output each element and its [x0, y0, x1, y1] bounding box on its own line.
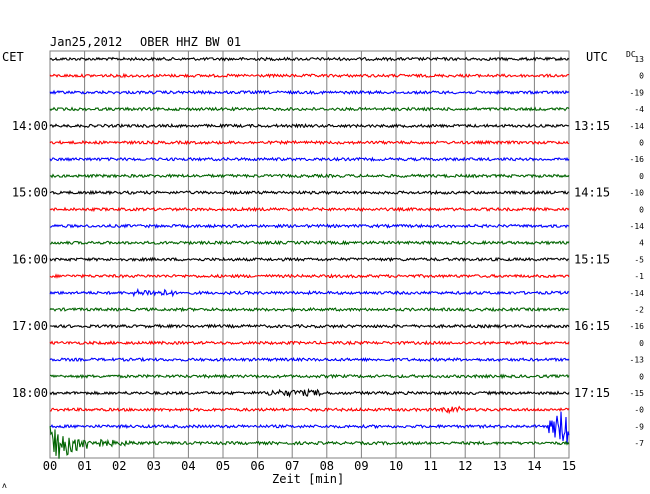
trace-line	[49, 189, 570, 196]
dc-value: 4	[639, 239, 644, 248]
right-time-label: 15:15	[574, 252, 610, 266]
trace-line	[49, 287, 570, 298]
trace-line	[49, 139, 570, 146]
dc-value: 0	[639, 339, 644, 348]
left-time-label: 15:00	[12, 186, 48, 200]
trace-line	[49, 411, 570, 445]
trace-line	[49, 387, 570, 399]
dc-value: -1	[634, 272, 644, 281]
x-tick-label: 13	[493, 459, 507, 473]
plot-frame	[49, 50, 570, 459]
dc-value: -10	[630, 189, 645, 198]
x-tick-label: 15	[562, 459, 576, 473]
right-time-label: 17:15	[574, 386, 610, 400]
left-time-label: 14:00	[12, 119, 48, 133]
trace-line	[49, 173, 570, 179]
dc-value: -15	[630, 389, 645, 398]
x-tick-label: 07	[285, 459, 299, 473]
trace-line	[49, 356, 570, 363]
x-tick-label: 04	[181, 459, 195, 473]
x-tick-label: 14	[527, 459, 541, 473]
x-tick-label: 00	[43, 459, 57, 473]
corner-mark: ʌ	[2, 481, 7, 490]
dc-value: 0	[639, 139, 644, 148]
dc-label: DC	[626, 50, 636, 59]
trace-line	[49, 373, 570, 380]
traces	[49, 56, 570, 459]
left-time-label: 16:00	[12, 252, 48, 266]
trace-line	[49, 306, 570, 313]
x-tick-label: 06	[250, 459, 264, 473]
dc-values: 13 0 -19 -4 -14 0 -16 0 -10 0 -14 4 -5 -1 -14 -2 -16 0 -13…	[630, 55, 645, 448]
trace-line	[49, 323, 570, 329]
trace-line	[49, 206, 570, 213]
x-tick-label: 10	[389, 459, 403, 473]
x-axis-title: Zeit [min]	[272, 472, 344, 486]
dc-value: -14	[630, 222, 645, 231]
trace-line	[49, 405, 570, 415]
trace-line	[50, 223, 570, 229]
trace-line	[49, 56, 570, 62]
dc-value: 0	[639, 72, 644, 81]
date-label: Jan25,2012	[50, 35, 122, 49]
dc-value: -13	[630, 356, 645, 365]
dc-value: -19	[630, 88, 645, 97]
right-time-label: 16:15	[574, 319, 610, 333]
x-tick-label: 02	[112, 459, 126, 473]
dc-value: 0	[639, 172, 644, 181]
trace-line	[49, 106, 570, 112]
time-labels: 14:00 15:00 16:00 17:00 18:00 13:15 14:15 15:15…	[12, 119, 610, 400]
x-tick-label: 08	[320, 459, 334, 473]
dc-value: -14	[630, 122, 645, 131]
dc-value: 0	[639, 205, 644, 214]
dc-value: 13	[634, 55, 644, 64]
dc-value: -7	[634, 439, 644, 448]
dc-value: -9	[634, 422, 644, 431]
trace-line	[49, 239, 570, 246]
dc-value: -2	[634, 306, 644, 315]
dc-value: -4	[634, 105, 644, 114]
x-tick-label: 09	[354, 459, 368, 473]
dc-value: -14	[630, 289, 645, 298]
left-time-label: 18:00	[12, 386, 48, 400]
right-zone-label: UTC	[586, 50, 608, 64]
x-tick-label: 12	[458, 459, 472, 473]
trace-line	[49, 156, 570, 162]
station-label: OBER HHZ BW 01	[140, 35, 241, 49]
dc-value: 0	[639, 372, 644, 381]
trace-line	[49, 426, 570, 459]
dc-value: -16	[630, 155, 645, 164]
dc-value: -5	[634, 255, 644, 264]
x-ticks: 00 01 02 03 04 05 06 07 08 09 10 11 12 13 14 15	[43, 459, 576, 473]
x-tick-label: 11	[423, 459, 437, 473]
left-time-label: 17:00	[12, 319, 48, 333]
x-tick-label: 03	[147, 459, 161, 473]
x-tick-label: 01	[77, 459, 91, 473]
trace-line	[49, 256, 570, 263]
grid	[49, 50, 570, 459]
trace-line	[49, 72, 569, 79]
left-zone-label: CET	[2, 50, 24, 64]
right-time-label: 13:15	[574, 119, 610, 133]
trace-line	[49, 89, 570, 96]
trace-line	[49, 273, 570, 279]
dc-value: -16	[630, 322, 645, 331]
trace-line	[49, 122, 570, 129]
right-time-label: 14:15	[574, 186, 610, 200]
x-tick-label: 05	[216, 459, 230, 473]
trace-line	[49, 339, 570, 346]
dc-value: -0	[634, 406, 644, 415]
